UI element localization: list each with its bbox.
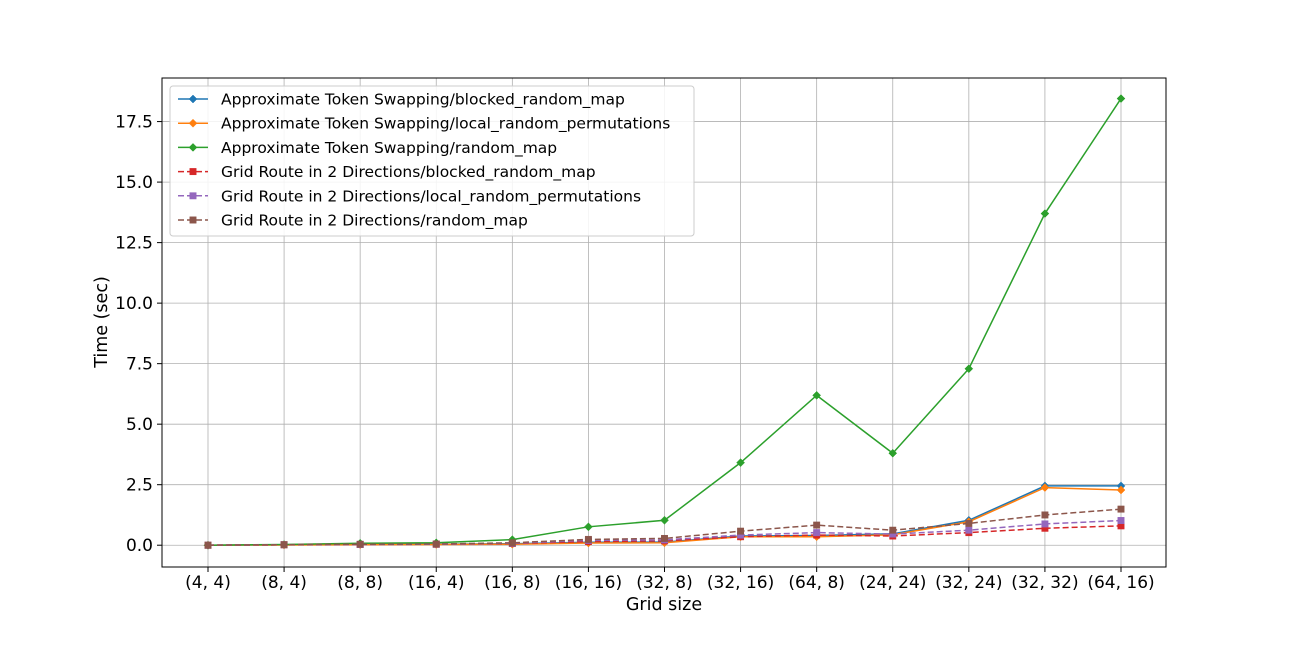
data-point xyxy=(584,522,593,532)
y-tick-label: 10.0 xyxy=(115,294,153,314)
legend-label: Approximate Token Swapping/local_random_… xyxy=(221,115,670,134)
legend-marker xyxy=(188,94,198,104)
data-point xyxy=(584,535,592,543)
y-tick-label: 12.5 xyxy=(115,234,153,254)
data-point xyxy=(965,526,973,534)
data-point xyxy=(1116,485,1126,495)
data-point xyxy=(1117,517,1125,524)
data-point xyxy=(661,534,668,542)
data-point xyxy=(204,541,212,549)
data-point xyxy=(1041,520,1049,528)
legend-item: Approximate Token Swapping/local_random_… xyxy=(178,115,670,134)
x-tick-label: (8, 8) xyxy=(337,573,383,593)
data-point xyxy=(356,540,364,548)
legend-item: Grid Route in 2 Directions/blocked_rando… xyxy=(178,163,596,182)
x-axis-label: Grid size xyxy=(626,595,702,615)
series-layer xyxy=(203,94,1126,550)
data-point xyxy=(280,541,288,549)
y-tick-label: 0.0 xyxy=(126,536,153,556)
legend-item: Approximate Token Swapping/blocked_rando… xyxy=(178,91,625,110)
x-tick-label: (16, 16) xyxy=(555,573,622,593)
x-tick-label: (32, 32) xyxy=(1011,573,1078,593)
legend-label: Approximate Token Swapping/blocked_rando… xyxy=(221,91,625,110)
y-tick-label: 2.5 xyxy=(126,476,153,496)
x-tick-label: (64, 16) xyxy=(1087,573,1154,593)
data-point xyxy=(1040,483,1050,492)
legend-marker xyxy=(188,143,198,152)
x-tick-label: (32, 8) xyxy=(636,573,693,593)
data-point xyxy=(432,540,440,548)
x-tick-label: (16, 8) xyxy=(484,573,541,593)
legend-marker xyxy=(189,216,197,224)
legend-marker xyxy=(189,192,197,200)
data-point xyxy=(964,364,974,374)
data-point xyxy=(1040,209,1050,218)
y-tick-label: 7.5 xyxy=(126,355,153,375)
y-tick-label: 17.5 xyxy=(115,113,153,133)
x-tick-label: (32, 24) xyxy=(935,573,1002,593)
data-point xyxy=(660,515,669,525)
x-tick-label: (8, 4) xyxy=(261,573,307,593)
legend-item: Grid Route in 2 Directions/local_random_… xyxy=(178,187,641,206)
y-axis-label: Time (sec) xyxy=(92,276,112,369)
legend-marker xyxy=(189,168,197,176)
x-tick-label: (4, 4) xyxy=(185,573,231,593)
series-6 xyxy=(204,505,1125,549)
legend-label: Approximate Token Swapping/random_map xyxy=(221,139,557,158)
x-tick-label: (32, 16) xyxy=(707,573,774,593)
legend-label: Grid Route in 2 Directions/random_map xyxy=(221,212,528,231)
legend-label: Grid Route in 2 Directions/local_random_… xyxy=(221,187,641,206)
data-point xyxy=(812,391,822,400)
data-point xyxy=(813,529,821,537)
legend-item: Grid Route in 2 Directions/random_map xyxy=(178,212,528,231)
data-point xyxy=(736,458,745,468)
legend-item: Approximate Token Swapping/random_map xyxy=(178,139,557,158)
legend-label: Grid Route in 2 Directions/blocked_rando… xyxy=(221,163,596,182)
x-tick-label: (24, 24) xyxy=(859,573,926,593)
data-point xyxy=(888,448,898,458)
y-tick-label: 5.0 xyxy=(126,415,153,435)
data-point xyxy=(813,521,821,529)
data-point xyxy=(1117,505,1125,513)
legend-marker xyxy=(188,118,198,128)
data-point xyxy=(1041,511,1049,519)
legend-box xyxy=(169,85,695,237)
data-point xyxy=(737,527,745,535)
data-point xyxy=(508,539,516,547)
x-tick-label: (64, 8) xyxy=(788,573,845,593)
axis-ticks: (4, 4) (8, 4) (8, 8) (16, 4) (16, 8) (16, 16)… xyxy=(115,113,1155,593)
data-point xyxy=(1116,94,1126,103)
data-point xyxy=(889,526,897,534)
legend: Approximate Token Swapping/blocked_rando… xyxy=(169,85,695,237)
y-tick-label: 15.0 xyxy=(115,173,153,193)
data-point xyxy=(965,519,973,527)
x-tick-label: (16, 4) xyxy=(408,573,465,593)
